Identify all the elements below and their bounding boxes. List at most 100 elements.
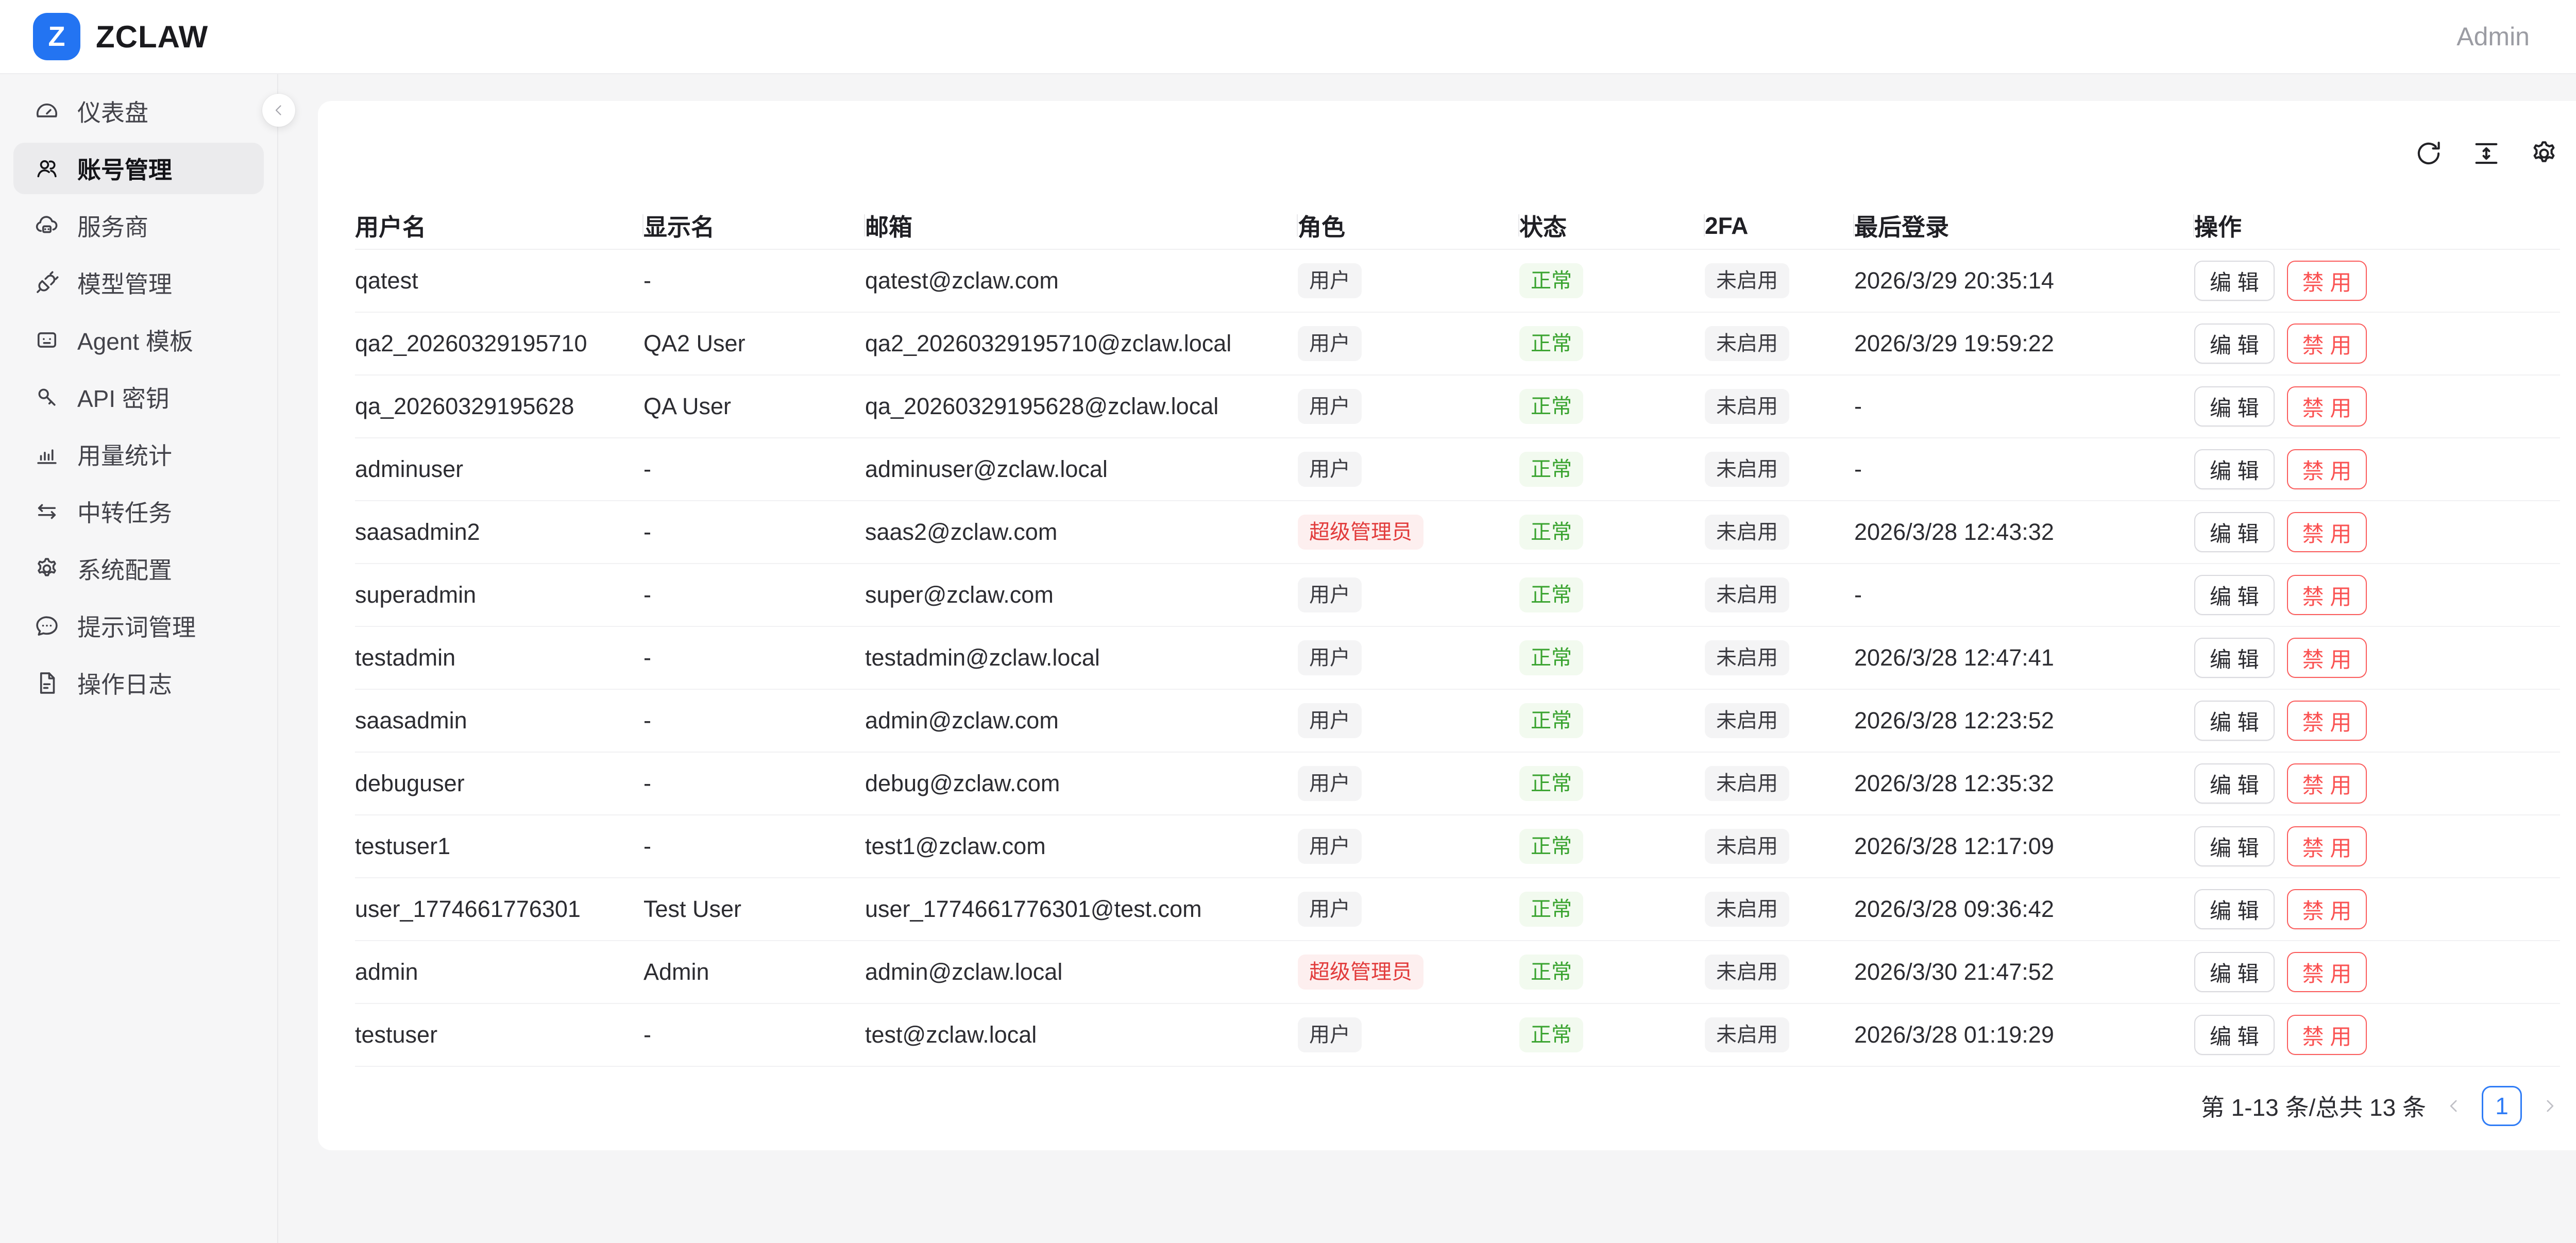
swap-icon bbox=[33, 498, 61, 525]
chevron-left-icon bbox=[2444, 1096, 2464, 1116]
status-badge: 正常 bbox=[1519, 640, 1583, 675]
cell-2fa: 未启用 bbox=[1705, 752, 1854, 815]
chevron-right-icon bbox=[2539, 1096, 2560, 1116]
twofa-badge: 未启用 bbox=[1705, 326, 1789, 361]
role-badge: 用户 bbox=[1298, 326, 1362, 361]
cell-last-login: 2026/3/29 19:59:22 bbox=[1854, 312, 2194, 376]
cell-status: 正常 bbox=[1519, 501, 1705, 564]
sidebar-item-label: 提示词管理 bbox=[77, 614, 196, 641]
edit-button[interactable]: 编 辑 bbox=[2194, 638, 2275, 678]
cell-2fa: 未启用 bbox=[1705, 312, 1854, 376]
role-badge: 超级管理员 bbox=[1298, 515, 1423, 550]
edit-button[interactable]: 编 辑 bbox=[2194, 826, 2275, 866]
cell-actions: 编 辑禁 用 bbox=[2194, 249, 2560, 313]
role-badge: 超级管理员 bbox=[1298, 955, 1423, 990]
twofa-badge: 未启用 bbox=[1705, 955, 1789, 990]
sidebar-item-agent-templates[interactable]: Agent 模板 bbox=[13, 314, 264, 366]
sidebar-item-api-keys[interactable]: API 密钥 bbox=[13, 371, 264, 423]
edit-button[interactable]: 编 辑 bbox=[2194, 386, 2275, 427]
disable-button[interactable]: 禁 用 bbox=[2286, 701, 2367, 741]
disable-button[interactable]: 禁 用 bbox=[2286, 386, 2367, 427]
cell-actions: 编 辑禁 用 bbox=[2194, 501, 2560, 564]
cell-actions: 编 辑禁 用 bbox=[2194, 878, 2560, 941]
disable-button[interactable]: 禁 用 bbox=[2286, 952, 2367, 992]
cell-last-login: 2026/3/28 12:23:52 bbox=[1854, 689, 2194, 753]
row-height-icon bbox=[2470, 138, 2502, 169]
page-1-button[interactable]: 1 bbox=[2482, 1086, 2522, 1126]
sidebar-item-relay-tasks[interactable]: 中转任务 bbox=[13, 486, 264, 537]
table-row: testadmin - testadmin@zclaw.local 用户 正常 未启用 20… bbox=[355, 626, 2560, 690]
cell-username: user_1774661776301 bbox=[355, 878, 643, 941]
sidebar-item-prompts[interactable]: 提示词管理 bbox=[13, 600, 264, 652]
sidebar-collapse-button[interactable] bbox=[262, 94, 295, 127]
cell-role: 用户 bbox=[1298, 438, 1519, 501]
cell-actions: 编 辑禁 用 bbox=[2194, 1003, 2560, 1067]
disable-button[interactable]: 禁 用 bbox=[2286, 261, 2367, 301]
cell-2fa: 未启用 bbox=[1705, 438, 1854, 501]
prev-page-button[interactable] bbox=[2444, 1096, 2464, 1116]
disable-button[interactable]: 禁 用 bbox=[2286, 889, 2367, 929]
cell-display-name: - bbox=[643, 438, 865, 501]
cell-2fa: 未启用 bbox=[1705, 501, 1854, 564]
edit-button[interactable]: 编 辑 bbox=[2194, 952, 2275, 992]
cell-status: 正常 bbox=[1519, 752, 1705, 815]
twofa-badge: 未启用 bbox=[1705, 577, 1789, 612]
edit-button[interactable]: 编 辑 bbox=[2194, 1015, 2275, 1055]
next-page-button[interactable] bbox=[2539, 1096, 2560, 1116]
disable-button[interactable]: 禁 用 bbox=[2286, 512, 2367, 552]
settings-button[interactable] bbox=[2528, 138, 2560, 169]
cell-actions: 编 辑禁 用 bbox=[2194, 312, 2560, 376]
sidebar-item-system-config[interactable]: 系统配置 bbox=[13, 543, 264, 594]
sidebar-item-dashboard[interactable]: 仪表盘 bbox=[13, 86, 264, 137]
edit-button[interactable]: 编 辑 bbox=[2194, 512, 2275, 552]
cell-username: superadmin bbox=[355, 564, 643, 627]
table-row: qatest - qatest@zclaw.com 用户 正常 未启用 2026/3/29 … bbox=[355, 249, 2560, 313]
sidebar-item-models[interactable]: 模型管理 bbox=[13, 257, 264, 309]
table-row: testuser - test@zclaw.local 用户 正常 未启用 2026/3/2… bbox=[355, 1003, 2560, 1067]
cell-status: 正常 bbox=[1519, 878, 1705, 941]
disable-button[interactable]: 禁 用 bbox=[2286, 1015, 2367, 1055]
role-badge: 用户 bbox=[1298, 892, 1362, 927]
edit-button[interactable]: 编 辑 bbox=[2194, 449, 2275, 489]
cell-last-login: 2026/3/28 12:47:41 bbox=[1854, 626, 2194, 690]
status-badge: 正常 bbox=[1519, 892, 1583, 927]
edit-button[interactable]: 编 辑 bbox=[2194, 323, 2275, 364]
edit-button[interactable]: 编 辑 bbox=[2194, 701, 2275, 741]
refresh-button[interactable] bbox=[2413, 138, 2445, 169]
robot-icon bbox=[33, 326, 61, 354]
cell-status: 正常 bbox=[1519, 626, 1705, 690]
disable-button[interactable]: 禁 用 bbox=[2286, 449, 2367, 489]
brand-logo-icon: Z bbox=[33, 13, 80, 60]
disable-button[interactable]: 禁 用 bbox=[2286, 575, 2367, 615]
edit-button[interactable]: 编 辑 bbox=[2194, 889, 2275, 929]
cell-username: debuguser bbox=[355, 752, 643, 815]
status-badge: 正常 bbox=[1519, 577, 1583, 612]
sidebar-item-providers[interactable]: 服务商 bbox=[13, 200, 264, 251]
status-badge: 正常 bbox=[1519, 829, 1583, 864]
disable-button[interactable]: 禁 用 bbox=[2286, 638, 2367, 678]
cell-last-login: 2026/3/28 09:36:42 bbox=[1854, 878, 2194, 941]
cell-last-login: - bbox=[1854, 564, 2194, 627]
edit-button[interactable]: 编 辑 bbox=[2194, 261, 2275, 301]
cell-last-login: 2026/3/30 21:47:52 bbox=[1854, 941, 2194, 1004]
sidebar-item-usage-stats[interactable]: 用量统计 bbox=[13, 429, 264, 480]
content-card: 用户名 显示名 邮箱 角色 状态 2FA 最后登录 操作 qatest - qatest@zcla… bbox=[318, 101, 2576, 1150]
edit-button[interactable]: 编 辑 bbox=[2194, 575, 2275, 615]
sidebar-item-accounts[interactable]: 账号管理 bbox=[13, 143, 264, 194]
comment-icon bbox=[33, 612, 61, 640]
disable-button[interactable]: 禁 用 bbox=[2286, 323, 2367, 364]
column-header-3: 角色 bbox=[1298, 202, 1519, 250]
disable-button[interactable]: 禁 用 bbox=[2286, 763, 2367, 804]
accounts-table: 用户名 显示名 邮箱 角色 状态 2FA 最后登录 操作 qatest - qatest@zcla… bbox=[355, 202, 2560, 1067]
role-badge: 用户 bbox=[1298, 829, 1362, 864]
cell-status: 正常 bbox=[1519, 815, 1705, 878]
cell-role: 用户 bbox=[1298, 1003, 1519, 1067]
twofa-badge: 未启用 bbox=[1705, 515, 1789, 550]
column-header-0: 用户名 bbox=[355, 202, 643, 250]
row-height-button[interactable] bbox=[2470, 138, 2502, 169]
edit-button[interactable]: 编 辑 bbox=[2194, 763, 2275, 804]
sidebar: 仪表盘账号管理服务商模型管理 Agent 模板 API 密钥 用量统计中转任务系统配置… bbox=[0, 74, 278, 1243]
disable-button[interactable]: 禁 用 bbox=[2286, 826, 2367, 866]
sidebar-item-operation-logs[interactable]: 操作日志 bbox=[13, 657, 264, 709]
table-row: debuguser - debug@zclaw.com 用户 正常 未启用 2026/3/2… bbox=[355, 752, 2560, 815]
